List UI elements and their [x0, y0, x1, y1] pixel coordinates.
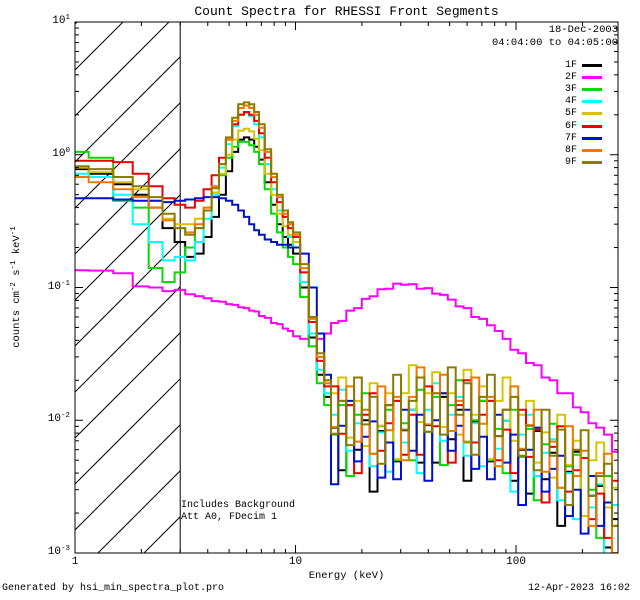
y-tick-label: 10-3	[47, 545, 70, 558]
legend-item-1F: 1F	[520, 59, 620, 71]
y-tick-label: 10-1	[47, 279, 70, 293]
axis-ticks	[74, 21, 618, 554]
plot-annotations: Includes Background Att A0, FDecim 1	[181, 500, 295, 523]
series-curve-1F	[75, 136, 618, 549]
legend-item-3F: 3F	[520, 83, 620, 95]
series-curve-2F	[75, 269, 618, 453]
legend-color-line	[582, 124, 602, 128]
series-curve-9F	[75, 101, 618, 527]
spectra-curves	[75, 101, 618, 553]
generator-credit: Generated by hsi_min_spectra_plot.pro	[2, 583, 225, 594]
attenuated-region-hatch	[75, 22, 181, 553]
legend-item-5F: 5F	[520, 108, 620, 120]
legend-label: 2F	[564, 71, 577, 83]
legend-item-8F: 8F	[520, 144, 620, 156]
legend-label: 5F	[564, 108, 577, 120]
legend-label: 8F	[564, 144, 577, 156]
legend-item-2F: 2F	[520, 71, 620, 83]
annotation-attenuator-state: Att A0, FDecim 1	[181, 511, 278, 523]
legend-label: 4F	[564, 96, 577, 108]
render-timestamp: 12-Apr-2023 16:02	[527, 583, 630, 594]
legend-color-line	[582, 75, 602, 79]
series-curve-4F	[75, 112, 618, 553]
observation-time-range: 04:04:00 to 04:05:00	[491, 37, 618, 49]
x-tick-label: 10	[288, 556, 303, 568]
legend-item-4F: 4F	[520, 96, 620, 108]
y-tick-label: 100	[52, 146, 70, 160]
x-axis-label: Energy (keV)	[308, 570, 385, 582]
legend-color-line	[582, 87, 602, 91]
legend-color-line	[582, 112, 602, 116]
x-tick-label: 1	[71, 556, 79, 568]
y-tick-label: 101	[52, 14, 70, 27]
legend-label: 9F	[564, 157, 577, 169]
legend-color-line	[582, 100, 602, 104]
legend-item-7F: 7F	[520, 132, 620, 144]
legend-label: 1F	[564, 59, 577, 71]
y-tick-label: 10-2	[47, 412, 70, 426]
legend-item-6F: 6F	[520, 120, 620, 132]
plot-title: Count Spectra for RHESSI Front Segments	[194, 4, 499, 19]
legend-label: 6F	[564, 120, 577, 132]
observation-date: 18-Dec-2003	[548, 24, 618, 36]
legend-label: 3F	[564, 83, 577, 95]
legend-color-line	[582, 161, 602, 165]
legend-color-line	[582, 136, 602, 140]
legend-color-line	[582, 63, 602, 67]
legend-label: 7F	[564, 132, 577, 144]
detector-legend: 1F 2F 3F 4F 5F 6F 7F 8F 9F	[520, 59, 620, 169]
x-tick-label: 100	[506, 556, 526, 568]
annotation-includes-background: Includes Background	[181, 500, 296, 511]
legend-color-line	[582, 148, 602, 152]
legend-item-9F: 9F	[520, 157, 620, 169]
